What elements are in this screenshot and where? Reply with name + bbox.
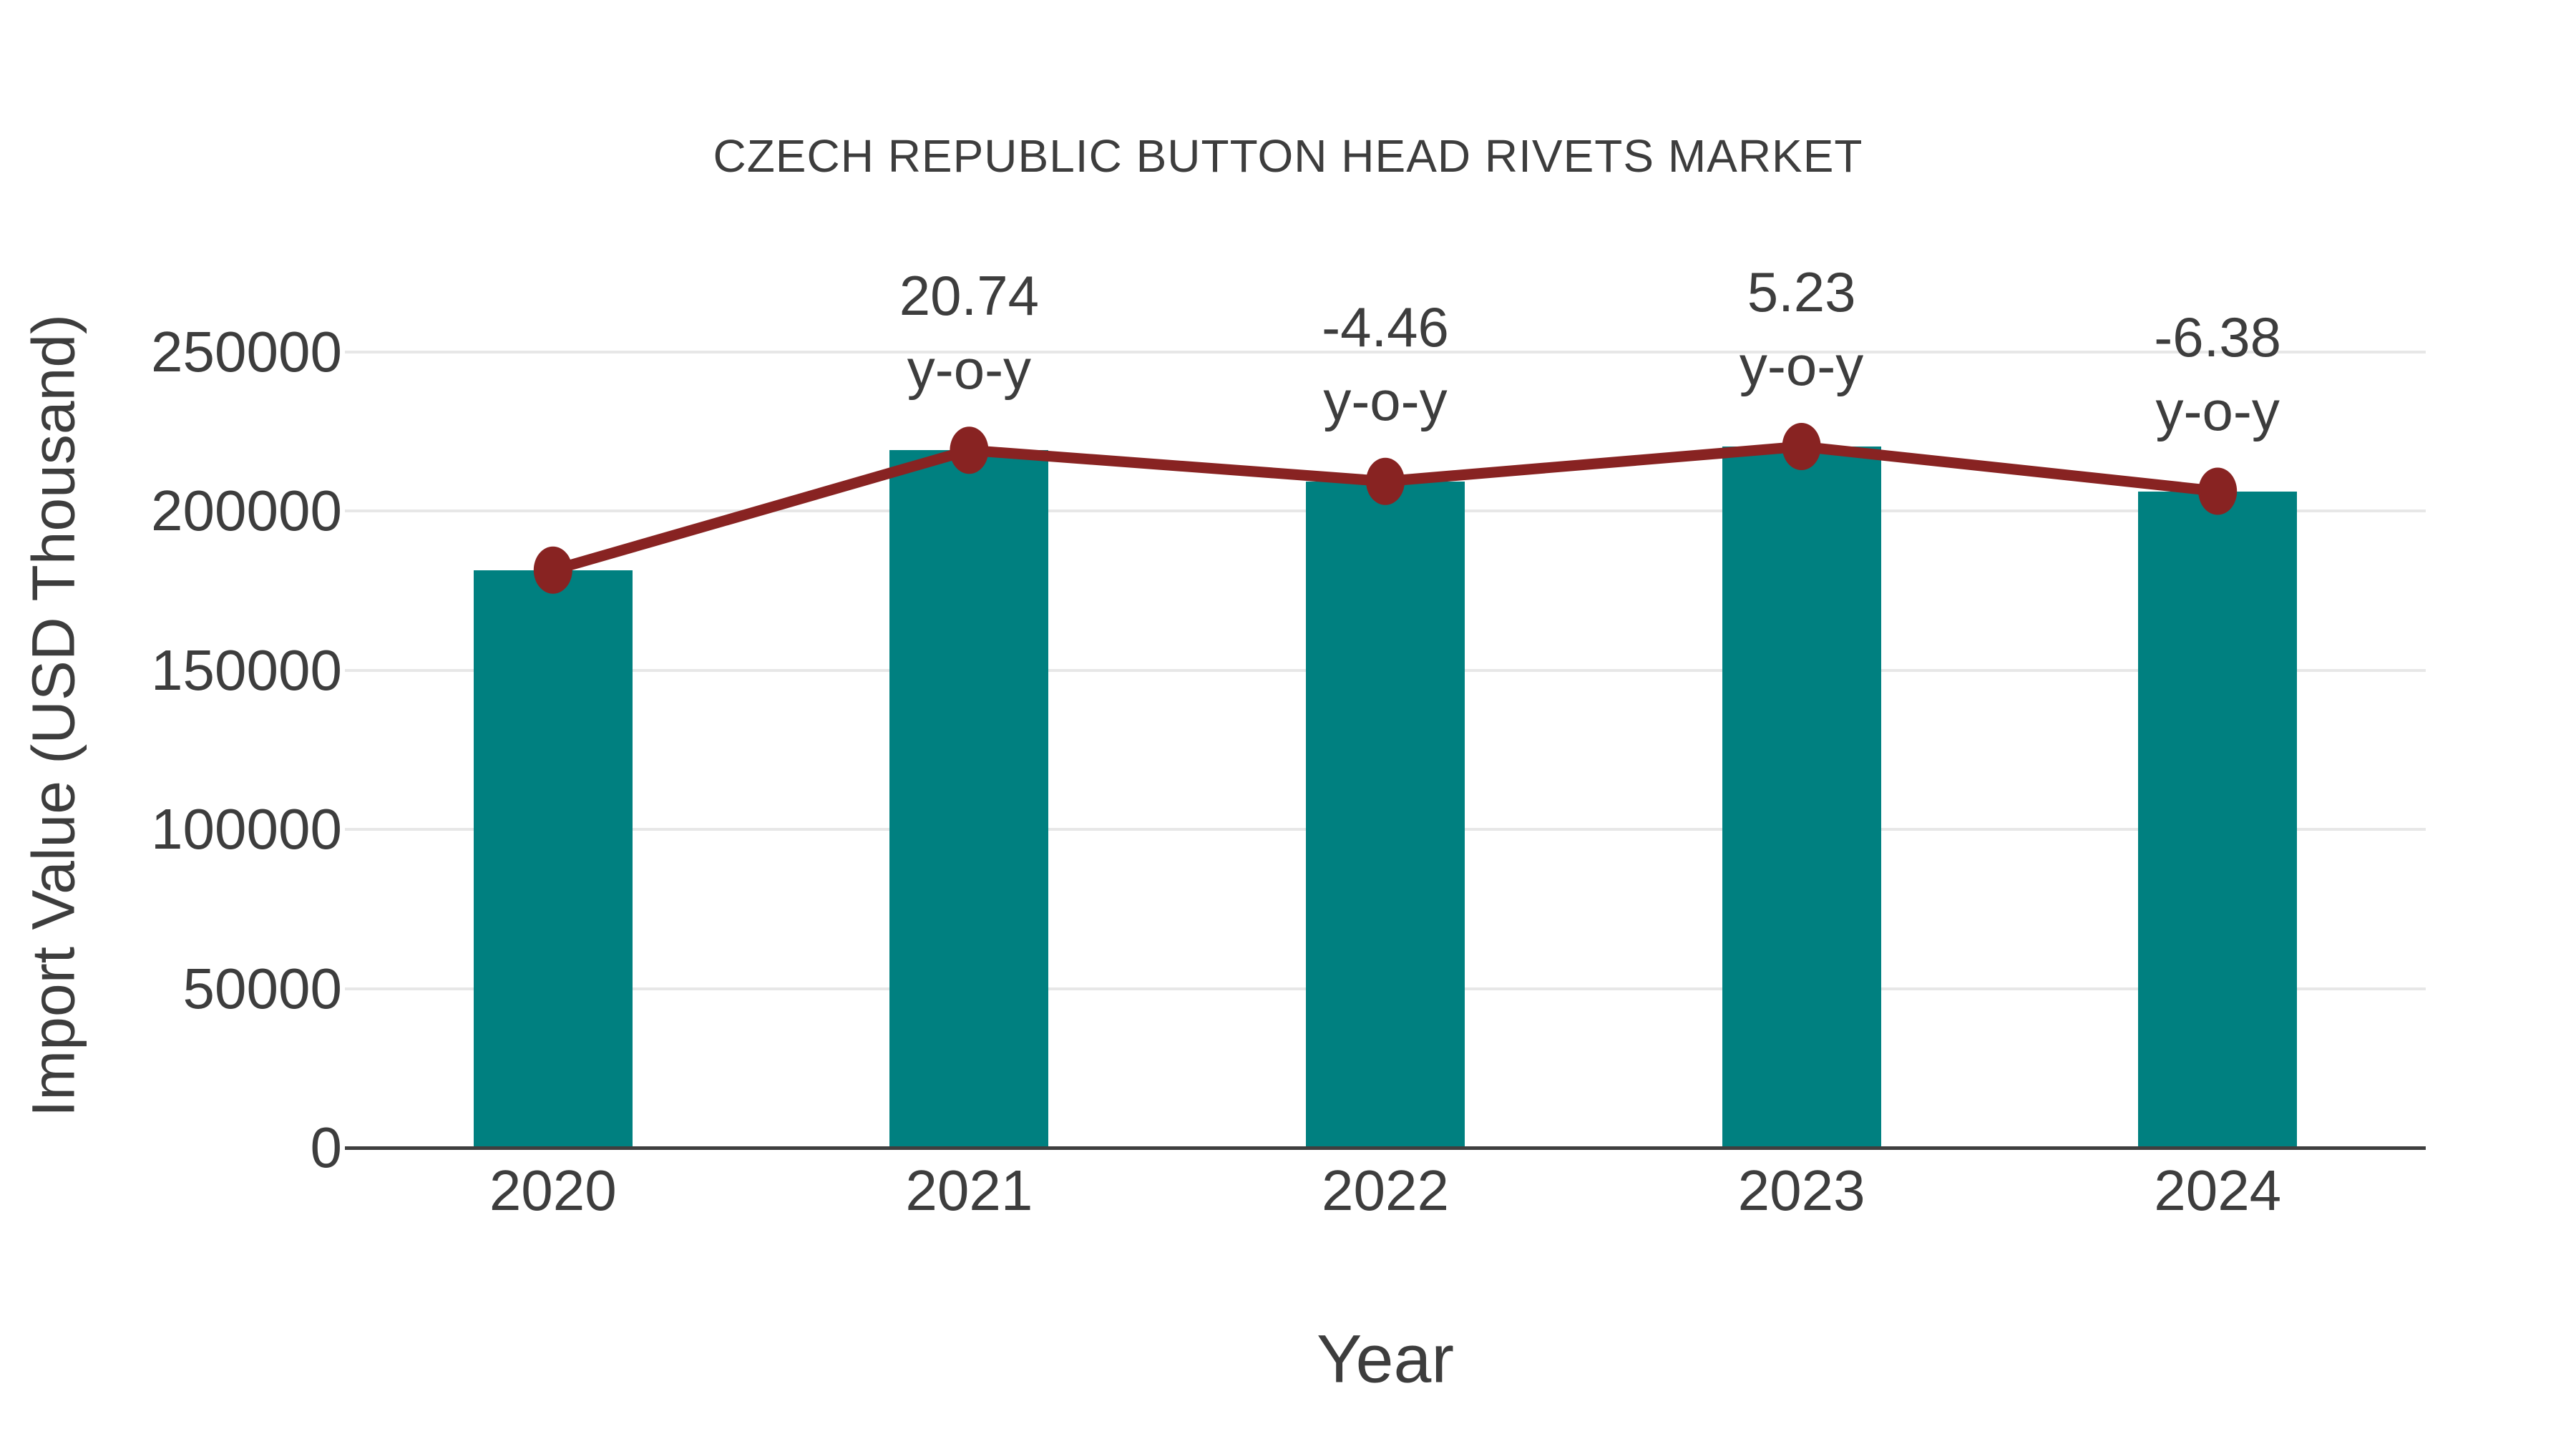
- x-tick-label-2021: 2021: [905, 1158, 1033, 1222]
- bar-2022: [1306, 481, 1465, 1148]
- data-point-marker-2021: [950, 426, 989, 474]
- yoy-annotation-suffix-2023: y-o-y: [1739, 333, 1864, 397]
- y-tick-label: 250000: [151, 320, 342, 384]
- x-tick-label-2023: 2023: [1737, 1158, 1865, 1222]
- data-point-marker-2020: [533, 546, 572, 594]
- yoy-annotation-value-2021: 20.74: [899, 264, 1039, 328]
- yoy-annotation-value-2022: -4.46: [1322, 295, 1449, 358]
- yoy-annotation-value-2023: 5.23: [1747, 260, 1856, 323]
- data-point-marker-2022: [1366, 457, 1405, 505]
- bar-2023: [1722, 446, 1881, 1148]
- gridline: [345, 351, 2426, 353]
- x-tick-label-2020: 2020: [489, 1158, 617, 1222]
- y-tick-label: 100000: [151, 797, 342, 862]
- yoy-annotation-suffix-2022: y-o-y: [1323, 369, 1448, 432]
- bar-2024: [2138, 491, 2298, 1148]
- data-point-marker-2023: [1782, 423, 1821, 470]
- data-point-marker-2024: [2198, 467, 2238, 515]
- y-tick-label: 0: [310, 1116, 343, 1179]
- x-axis-line: [345, 1146, 2426, 1150]
- y-tick-label: 150000: [151, 638, 342, 702]
- x-axis-title: Year: [1317, 1321, 1454, 1397]
- yoy-annotation-value-2024: -6.38: [2154, 305, 2282, 369]
- yoy-annotation-suffix-2024: y-o-y: [2155, 379, 2280, 442]
- yoy-annotation-suffix-2021: y-o-y: [907, 338, 1032, 401]
- chart-title: CZECH REPUBLIC BUTTON HEAD RIVETS MARKET: [713, 130, 1863, 182]
- x-tick-label-2022: 2022: [1322, 1158, 1449, 1222]
- y-tick-label: 200000: [151, 479, 342, 543]
- x-tick-label-2024: 2024: [2154, 1158, 2282, 1222]
- bar-2021: [889, 450, 1049, 1148]
- y-tick-label: 50000: [182, 956, 342, 1020]
- bar-2020: [473, 570, 633, 1148]
